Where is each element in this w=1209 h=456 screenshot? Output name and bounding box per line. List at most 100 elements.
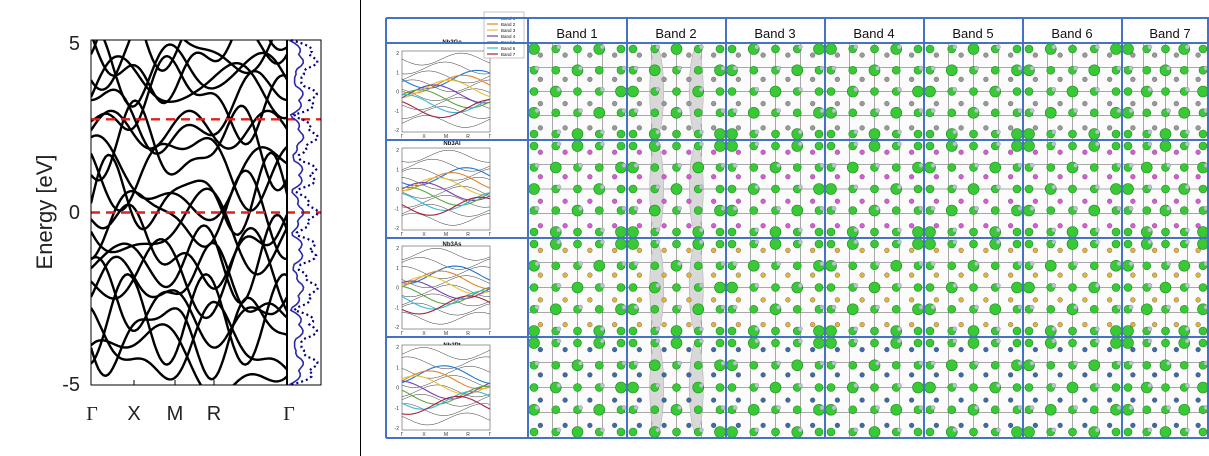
atom <box>859 101 865 107</box>
atom <box>834 422 840 428</box>
orbital-cell <box>528 238 627 337</box>
mini-x-tick: Γ <box>401 432 404 438</box>
orbital-blob <box>594 360 604 370</box>
atom <box>810 297 816 303</box>
y-axis-label: Energy [eV] <box>32 155 57 270</box>
atom <box>562 297 568 303</box>
orbital-blob <box>891 65 901 75</box>
orbital-blob <box>1089 304 1099 314</box>
orbital-lobe-small <box>720 304 726 310</box>
plot-frame <box>90 39 322 386</box>
orbital-blob <box>1089 261 1099 271</box>
atom <box>884 372 890 378</box>
orbital-lobe-small <box>797 283 803 288</box>
orbital-blob <box>628 44 638 54</box>
atom <box>1008 149 1014 155</box>
orbital-blob <box>628 326 638 336</box>
orbital-lobe-small <box>1166 405 1171 411</box>
orbital-blob <box>551 206 561 215</box>
orbital-lobe-small <box>831 65 837 71</box>
atom <box>711 223 717 229</box>
atom <box>1195 149 1201 155</box>
orbital-lobe-small <box>1051 239 1057 245</box>
atom <box>1107 174 1113 180</box>
orbital-lobe-small <box>1051 87 1057 92</box>
mini-x-tick: Γ <box>401 134 404 140</box>
atom <box>1195 223 1201 229</box>
orbital-blob <box>529 239 539 249</box>
atom <box>537 347 543 353</box>
orbital-lobe-small <box>1094 338 1100 344</box>
atom <box>1057 76 1063 82</box>
atom <box>537 297 543 303</box>
orbital-lobe-small <box>534 65 540 71</box>
orbital-lobe-small <box>853 283 859 288</box>
atom <box>810 76 816 82</box>
mini-band-plot: 210-1-2Γ X M R Γ <box>395 50 492 140</box>
mini-band-line <box>401 213 491 226</box>
atom <box>562 198 568 204</box>
mini-x-tick: Γ <box>489 232 492 238</box>
atom <box>785 422 791 428</box>
atom <box>1152 149 1158 155</box>
orbital-lobe-small <box>633 261 639 267</box>
atom <box>958 223 964 229</box>
orbital-lobe-small <box>621 261 627 267</box>
mini-x-tick: M <box>444 331 448 337</box>
atom <box>810 247 816 253</box>
orbital-blob <box>792 261 802 271</box>
orbital-blob <box>813 337 825 349</box>
orbital-blob <box>573 44 582 54</box>
orbital-lobe-small <box>930 65 936 71</box>
orbital-blob <box>814 141 824 151</box>
atom <box>983 422 989 428</box>
mini-band-line <box>401 384 491 398</box>
orbital-blob <box>814 227 824 237</box>
orbital-blob <box>826 427 836 437</box>
orbital-cell <box>924 337 1023 438</box>
atom <box>1057 174 1063 180</box>
orbital-blob <box>1068 141 1077 151</box>
orbital-blob <box>1066 238 1079 250</box>
orbital-blob <box>924 238 936 250</box>
orbital-lobe-small <box>952 326 958 332</box>
orbital-lobe-small <box>1184 184 1190 190</box>
orbital-blob <box>1088 204 1101 217</box>
atom <box>760 272 766 278</box>
atom <box>587 397 593 403</box>
orbital-lobe-small <box>995 184 1001 190</box>
orbital-blob <box>616 283 626 292</box>
orbital-lobe-small <box>1029 261 1035 267</box>
atom <box>909 272 915 278</box>
orbital-lobe-small <box>819 65 825 71</box>
orbital-blob <box>1178 259 1191 272</box>
atom <box>711 101 717 107</box>
mini-y-tick: 2 <box>396 246 399 252</box>
orbital-blob <box>727 227 737 237</box>
orbital-blob <box>1122 337 1134 349</box>
orbital-lobe-small <box>1094 383 1100 388</box>
orbital-blob <box>1142 108 1152 118</box>
orbital-lobe-small <box>819 261 825 267</box>
orbital-blob <box>1111 227 1121 237</box>
orbital-blob <box>1198 141 1208 151</box>
atom <box>686 101 692 107</box>
atom <box>562 101 568 107</box>
atom <box>1082 247 1088 253</box>
atom <box>612 247 618 253</box>
atom <box>1130 52 1136 58</box>
orbital-lobe-small <box>776 405 781 411</box>
orbital-lobe-small <box>896 184 902 190</box>
orbital-blob <box>1012 44 1022 54</box>
atom <box>1130 397 1136 403</box>
atom <box>686 174 692 180</box>
atom <box>612 397 618 403</box>
mini-plot-frame <box>401 245 491 330</box>
atom <box>1195 76 1201 82</box>
orbital-blob <box>1046 360 1056 370</box>
orbital-lobe-small <box>1147 427 1153 433</box>
orbital-lobe-small <box>698 338 704 344</box>
orbital-lobe-small <box>875 108 880 114</box>
atom <box>562 397 568 403</box>
atom <box>983 247 989 253</box>
